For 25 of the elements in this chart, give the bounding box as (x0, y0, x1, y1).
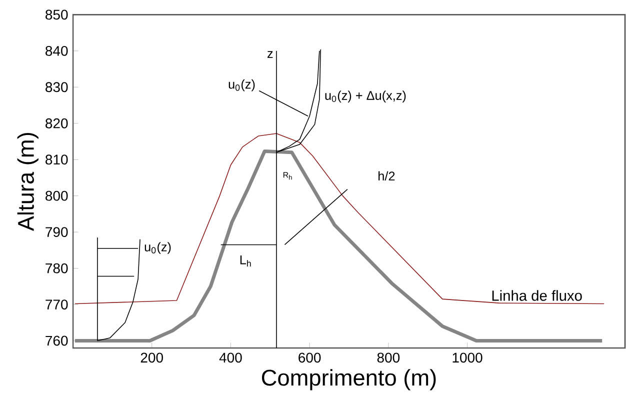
y-tick-label: 840 (46, 46, 68, 56)
annotation: L$_{h}$ (240, 256, 251, 267)
annotation: u$_{0}$(z) + Δu(x,z) (325, 90, 406, 102)
y-tick-label: 810 (46, 154, 68, 165)
y-tick-label: 760 (46, 336, 68, 346)
y-tick-label: 830 (46, 82, 68, 92)
x-tick-label: 1000 (452, 352, 482, 363)
annotation: z (268, 51, 273, 58)
x-tick-label: 200 (140, 352, 163, 363)
annotation: u$_{0}$(z) (144, 242, 171, 254)
x-tick-label: 800 (377, 352, 400, 363)
x-axis-title: Comprimento (m) (262, 369, 436, 390)
y-tick-label: 790 (46, 227, 68, 238)
y-tick-label: 800 (46, 190, 68, 201)
annotation: R$_{h}$ (283, 172, 292, 180)
y-tick-label: 770 (46, 300, 68, 310)
x-tick-label: 600 (298, 352, 321, 363)
annotation: u$_{0}$(z) (228, 79, 255, 92)
y-tick-label: 820 (46, 118, 68, 128)
y-tick-label: 850 (46, 10, 68, 20)
y-axis-title: Altura (m) (17, 133, 38, 232)
x-tick-label: 400 (219, 352, 242, 363)
series-label: Linha de fluxo (492, 290, 582, 301)
y-tick-label: 780 (46, 263, 68, 274)
annotation: h/2 (378, 171, 395, 181)
